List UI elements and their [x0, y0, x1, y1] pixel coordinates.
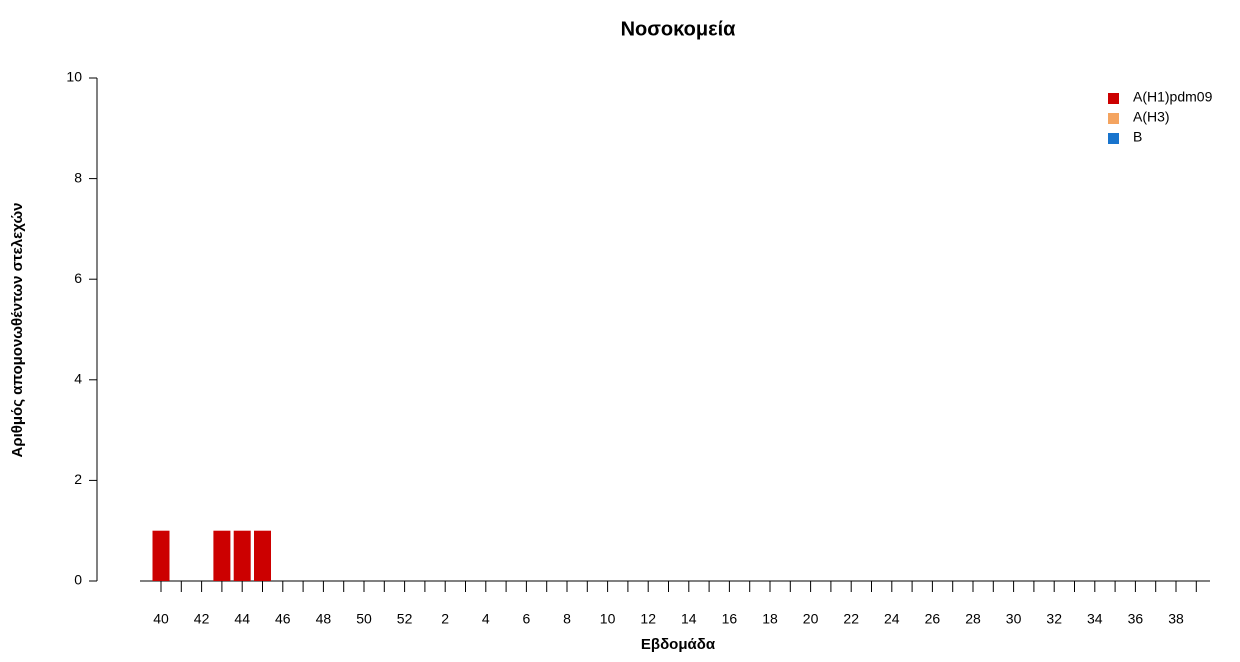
x-tick-label: 14 [681, 611, 697, 627]
x-tick-label: 46 [275, 611, 291, 627]
y-tick-label: 4 [74, 371, 82, 387]
x-tick-label: 44 [234, 611, 250, 627]
y-tick-label: 10 [66, 69, 82, 85]
legend-swatch [1108, 93, 1119, 104]
x-tick-label: 22 [843, 611, 859, 627]
x-tick-label: 52 [397, 611, 413, 627]
bar [213, 530, 231, 581]
legend-label: A(H3) [1133, 109, 1170, 125]
x-tick-label: 16 [722, 611, 738, 627]
x-tick-label: 32 [1046, 611, 1062, 627]
x-tick-label: 4 [482, 611, 490, 627]
x-tick-label: 10 [600, 611, 616, 627]
x-tick-label: 42 [194, 611, 210, 627]
x-tick-label: 38 [1168, 611, 1184, 627]
bar [152, 530, 170, 581]
legend-label: A(H1)pdm09 [1133, 89, 1213, 105]
legend-label: B [1133, 129, 1142, 145]
x-tick-label: 20 [803, 611, 819, 627]
y-tick-label: 0 [74, 572, 82, 588]
legend-swatch [1108, 133, 1119, 144]
x-tick-label: 6 [523, 611, 531, 627]
x-tick-label: 24 [884, 611, 900, 627]
y-tick-label: 2 [74, 471, 82, 487]
x-tick-label: 26 [925, 611, 941, 627]
x-tick-label: 36 [1128, 611, 1144, 627]
x-axis-label: Εβδομάδα [641, 636, 716, 653]
x-tick-label: 30 [1006, 611, 1022, 627]
y-axis-label: Αριθμός απομονωθέντων στελεχών [9, 202, 26, 457]
chart-title: Νοσοκομεία [621, 18, 737, 40]
x-tick-label: 8 [563, 611, 571, 627]
x-tick-label: 18 [762, 611, 778, 627]
x-tick-label: 48 [316, 611, 332, 627]
x-tick-label: 12 [640, 611, 656, 627]
x-tick-label: 2 [441, 611, 449, 627]
y-tick-label: 6 [74, 270, 82, 286]
x-tick-label: 50 [356, 611, 372, 627]
x-tick-label: 28 [965, 611, 981, 627]
x-tick-label: 34 [1087, 611, 1103, 627]
y-tick-label: 8 [74, 169, 82, 185]
x-tick-label: 40 [153, 611, 169, 627]
bar [233, 530, 251, 581]
bar [254, 530, 271, 581]
legend-swatch [1108, 113, 1119, 124]
